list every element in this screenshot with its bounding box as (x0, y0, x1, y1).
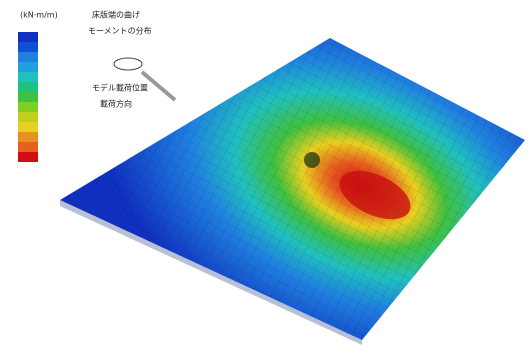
unit-label: (kN·m/m) (20, 11, 58, 20)
fem-plate (60, 38, 525, 345)
legend (18, 32, 38, 162)
annotation: モデル載荷位置 (92, 83, 148, 93)
title: モーメントの分布 (88, 26, 152, 36)
title: 床版端の曲げ (92, 10, 140, 20)
annotation: 載荷方向 (100, 99, 132, 109)
load-icon (113, 57, 177, 102)
